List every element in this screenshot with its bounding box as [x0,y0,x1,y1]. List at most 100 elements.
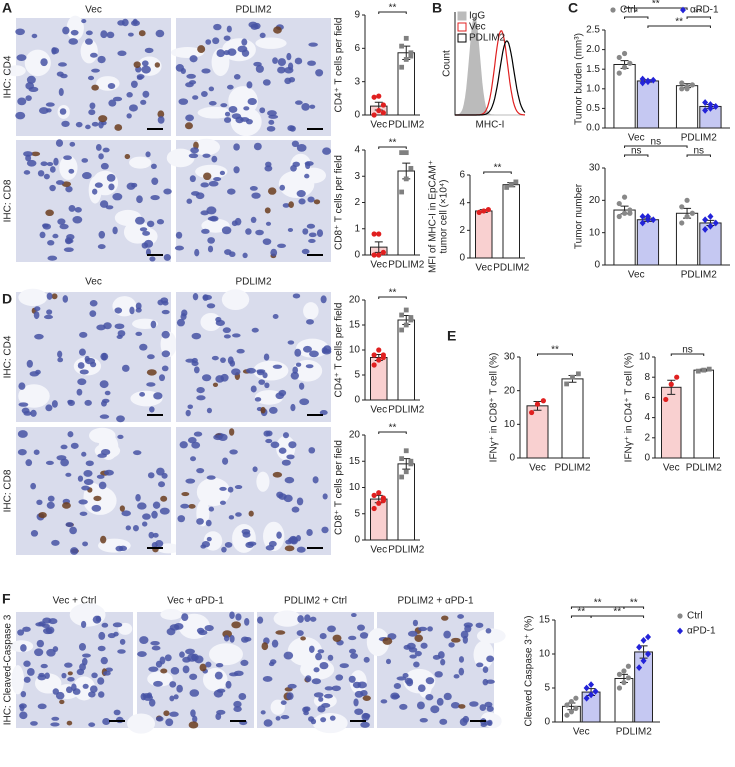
nucleus [43,314,53,320]
significance-bracket [537,353,573,356]
data-point [508,182,514,188]
nucleus [196,395,206,401]
nucleus [104,390,111,396]
nucleus [51,293,58,300]
nucleus [304,614,311,622]
nucleus [117,20,125,26]
tissue-gap [208,643,243,666]
nucleus [88,691,96,698]
nucleus [412,619,419,627]
micrograph [176,427,331,555]
nucleus [126,92,133,98]
nucleus [463,622,473,628]
nucleus [319,632,327,640]
data-point [702,226,709,233]
y-tick-label: 0 [594,260,600,271]
nucleus [83,478,94,486]
bar [636,80,660,129]
nucleus [91,68,100,73]
data-point [644,213,651,220]
data-point [707,101,714,108]
nucleus [108,183,115,191]
nucleus [201,374,212,382]
nucleus [85,38,93,45]
nucleus [432,654,441,660]
nucleus [43,173,50,180]
nucleus [25,82,34,90]
nucleus [253,61,262,67]
data-point [583,684,590,692]
nucleus [30,482,37,490]
nucleus [180,68,186,74]
y-tick-label: 0 [354,110,360,121]
data-point [481,208,487,214]
nucleus [62,26,70,35]
data-point [376,252,382,258]
significance-bracket [624,7,688,10]
x-tick-label: Vec [529,463,546,474]
nucleus [242,531,251,538]
nucleus [277,66,286,74]
data-point [639,219,646,227]
significance-bracket [624,145,688,148]
nucleus [233,706,242,713]
nucleus [127,32,134,37]
data-point [650,76,657,84]
nucleus [15,28,25,36]
nucleus [436,697,444,706]
nucleus [296,143,307,152]
nucleus [57,218,66,225]
nucleus [282,203,290,208]
nucleus [178,98,189,105]
nucleus [263,719,273,727]
nucleus [228,106,238,113]
data-point [616,685,623,691]
y-tick-label: 0 [509,453,515,464]
tissue-gap [263,521,285,552]
nucleus [33,449,40,455]
data-point [408,50,414,56]
nucleus [18,382,26,390]
nucleus [284,545,295,552]
nucleus [353,698,359,707]
nucleus [234,485,243,490]
tissue-gap [287,636,323,666]
nucleus [85,124,91,130]
nucleus [78,348,86,356]
nucleus [51,400,58,408]
nucleus [51,539,60,546]
nucleus [40,161,48,167]
panel-label: A [2,0,12,16]
nucleus [155,29,165,38]
significance-bracket [378,431,407,434]
nucleus [187,437,197,444]
nucleus [87,75,95,81]
nucleus [439,718,448,725]
nucleus [177,515,186,523]
data-point [625,675,631,681]
micrograph [127,609,254,734]
nucleus [42,617,52,624]
nucleus [69,141,76,147]
y-tick-label: 1.0 [586,83,600,94]
nucleus [283,651,294,660]
data-point [513,179,519,185]
nucleus [156,467,165,476]
nucleus [192,293,199,301]
nucleus [185,478,196,484]
y-axis-label: Tumor burden (mm³) [574,33,585,125]
y-tick-label: 0.5 [586,103,600,114]
nucleus [267,110,277,117]
tissue-gap [254,390,284,405]
nucleus [89,310,97,318]
nucleus [134,216,145,225]
nucleus [348,648,357,654]
nucleus [306,319,314,325]
data-point [376,93,382,99]
nucleus [20,644,27,652]
nucleus [150,640,160,646]
data-point [399,327,405,333]
nucleus [46,108,52,113]
nucleus [56,455,67,461]
data-point [668,381,674,387]
